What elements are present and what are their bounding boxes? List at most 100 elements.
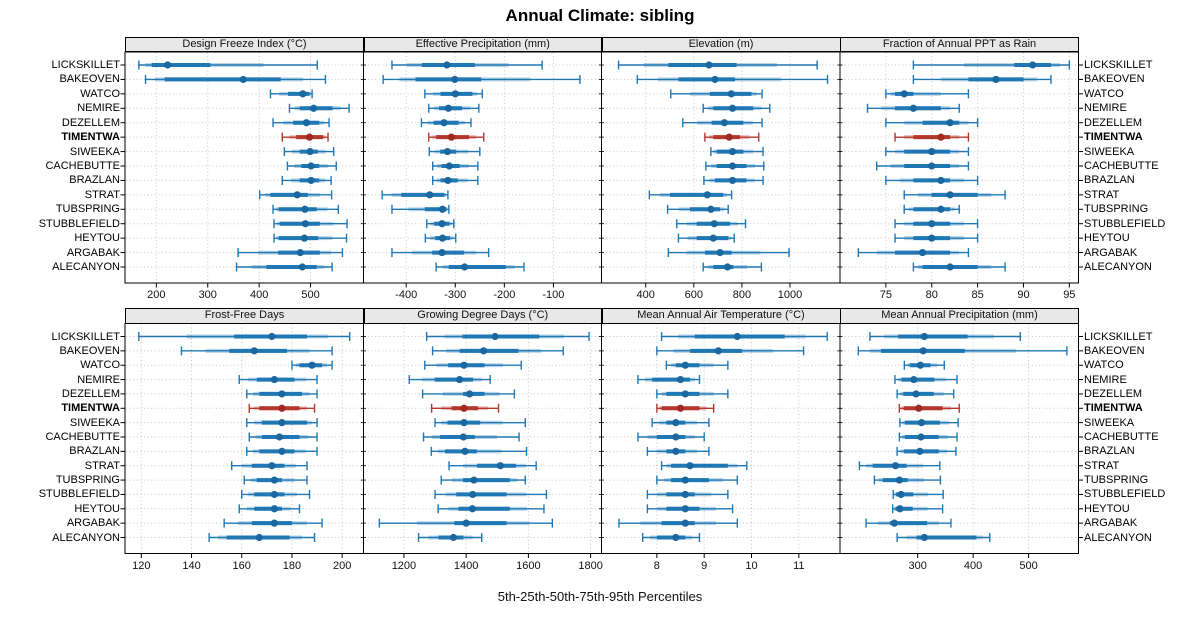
x-tick-label: 400 xyxy=(636,289,655,301)
median-dot xyxy=(681,505,689,513)
station-label-right: ALECANYON xyxy=(1084,531,1152,544)
x-tick-label: 500 xyxy=(1019,559,1038,572)
percentile-caption: 5th-25th-50th-75th-95th Percentiles xyxy=(497,589,703,604)
median-dot xyxy=(438,205,447,213)
median-dot xyxy=(298,263,306,271)
panel-fraction-annual-ppt-rain xyxy=(839,51,1079,288)
median-dot xyxy=(278,419,286,427)
station-label-right: HEYTOU xyxy=(1084,502,1130,515)
median-dot xyxy=(438,220,446,228)
station-label-right: SIWEEKA xyxy=(1084,416,1135,429)
x-tick-label: -300 xyxy=(444,289,467,301)
median-dot xyxy=(456,375,464,384)
median-dot xyxy=(709,234,717,242)
station-label-left: ALECANYON xyxy=(52,531,120,544)
median-dot xyxy=(460,361,468,369)
median-dot xyxy=(469,490,477,499)
station-label-left: WATCO xyxy=(80,359,120,372)
median-dot xyxy=(946,191,954,199)
x-tick-label: 10 xyxy=(745,559,758,572)
median-dot xyxy=(725,133,733,141)
station-label-right: BAKEOVEN xyxy=(1084,344,1145,357)
station-label-right: ALECANYON xyxy=(1084,261,1152,273)
x-tick-label: 95 xyxy=(1063,289,1076,301)
median-dot xyxy=(278,447,286,455)
station-label-left: DEZELLEM xyxy=(61,116,120,129)
station-label-left: CACHEBUTTE xyxy=(45,431,120,443)
median-dot xyxy=(919,347,927,355)
station-label-right: TIMENTWA xyxy=(1084,131,1143,144)
station-label-right: HEYTOU xyxy=(1084,232,1130,245)
x-tick-label: 140 xyxy=(182,559,201,572)
x-tick-label: 8 xyxy=(653,559,660,572)
panel-design-freeze-index xyxy=(124,51,364,288)
station-label-right: ARGABAK xyxy=(1084,246,1138,259)
strip-elevation: Elevation (m) xyxy=(601,36,841,52)
station-label-left: ARGABAK xyxy=(66,246,120,259)
station-label-right: STUBBLEFIELD xyxy=(1084,488,1166,501)
median-dot xyxy=(438,248,446,257)
median-dot xyxy=(451,75,459,84)
median-dot xyxy=(275,433,283,441)
median-dot xyxy=(727,90,735,98)
x-tick-label: 180 xyxy=(282,559,302,572)
x-tick-label: 90 xyxy=(1017,289,1030,301)
median-dot xyxy=(728,147,737,156)
median-dot xyxy=(733,332,741,341)
median-dot xyxy=(946,119,954,127)
strip-mean-annual-air-temperature: Mean Annual Air Temperature (°C) xyxy=(601,308,841,324)
median-dot xyxy=(720,119,728,127)
median-dot xyxy=(462,519,470,527)
median-dot xyxy=(293,191,301,199)
station-label-right: NEMIRE xyxy=(1084,373,1127,386)
median-dot xyxy=(270,476,278,484)
station-label-left: STRAT xyxy=(84,188,120,201)
station-label-left: TIMENTWA xyxy=(61,131,120,144)
median-dot xyxy=(445,162,453,170)
x-tick-label: 120 xyxy=(132,559,151,572)
median-dot xyxy=(928,147,936,156)
station-label-right: LICKSKILLET xyxy=(1084,330,1153,343)
station-label-left: TUBSPRING xyxy=(55,203,120,216)
median-dot xyxy=(928,234,936,242)
strip-mean-annual-precipitation: Mean Annual Precipitation (mm) xyxy=(840,308,1079,324)
station-label-left: LICKSKILLET xyxy=(51,330,120,343)
median-dot xyxy=(250,347,258,355)
panel-mean-annual-air-temperature xyxy=(601,323,841,558)
station-label-left: LICKSKILLET xyxy=(51,59,120,71)
x-tick-label: -100 xyxy=(542,289,565,301)
station-label-right: TUBSPRING xyxy=(1084,474,1149,487)
median-dot xyxy=(268,332,276,341)
median-dot xyxy=(916,447,924,455)
median-dot xyxy=(443,147,452,156)
median-dot xyxy=(928,162,936,170)
strip-growing-degree-days: Growing Degree Days (°C) xyxy=(363,308,602,324)
median-dot xyxy=(920,332,928,341)
median-dot xyxy=(491,332,499,341)
median-dot xyxy=(711,75,719,84)
median-dot xyxy=(681,519,689,527)
median-dot xyxy=(306,147,314,156)
station-label-right: BAKEOVEN xyxy=(1084,73,1145,86)
median-dot xyxy=(268,462,276,470)
station-label-right: BRAZLAN xyxy=(1084,174,1135,187)
median-dot xyxy=(710,220,718,228)
median-dot xyxy=(891,462,900,470)
median-dot xyxy=(728,176,737,185)
median-dot xyxy=(920,533,928,542)
median-dot xyxy=(728,104,737,112)
x-tick-label: 1600 xyxy=(516,559,541,572)
x-tick-label: 800 xyxy=(732,289,752,301)
median-dot xyxy=(270,375,278,384)
median-dot xyxy=(928,220,936,228)
x-tick-label: 1800 xyxy=(578,559,603,572)
median-dot xyxy=(672,433,680,441)
median-dot xyxy=(302,119,311,127)
median-dot xyxy=(916,361,925,369)
x-tick-label: 300 xyxy=(908,559,927,572)
median-dot xyxy=(459,433,467,441)
station-label-right: STRAT xyxy=(1084,459,1120,472)
median-dot xyxy=(461,447,469,455)
